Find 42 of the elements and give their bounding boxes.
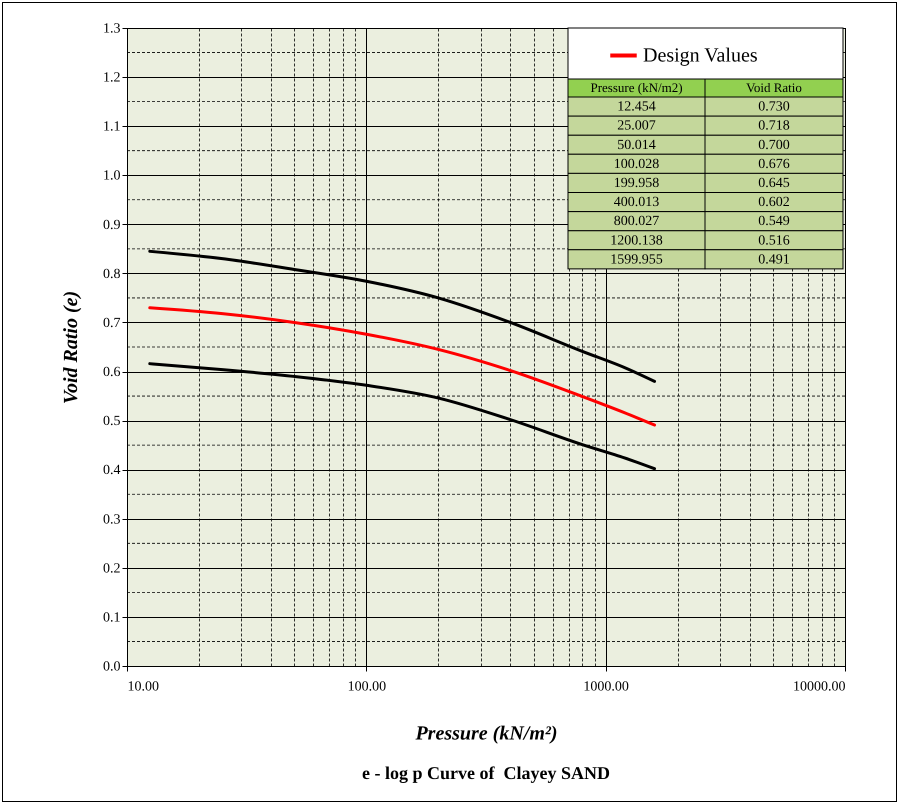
annotation: 50.014	[617, 138, 656, 153]
annotation: 0.491	[758, 252, 790, 268]
annotation: 25.007	[617, 118, 656, 134]
annotation: 0.645	[758, 176, 790, 191]
annotation: 400.013	[614, 195, 660, 210]
y-tick-label: 0.2	[103, 561, 120, 576]
annotation: 0.676	[758, 156, 790, 172]
annotation: 12.454	[617, 100, 656, 115]
annotation: 0.718	[758, 118, 790, 134]
y-tick-label: 0.3	[103, 512, 120, 528]
y-tick-label: 1.2	[103, 70, 120, 86]
annotation: Pressure (kN/m2)	[590, 80, 683, 95]
y-tick-label: 0.0	[103, 660, 120, 674]
y-tick-label: 0.8	[103, 266, 120, 282]
y-axis-title: Void Ratio (e)	[60, 290, 82, 404]
y-tick-label: 1.3	[103, 22, 120, 36]
y-tick-label: 0.1	[103, 610, 120, 626]
x-tick-label: 10.00	[128, 680, 159, 694]
annotation: 0.730	[758, 100, 790, 115]
annotation: 0.602	[758, 195, 790, 210]
annotation: 199.958	[614, 176, 660, 191]
annotation: 800.027	[614, 214, 660, 230]
x-tick-label: 100.00	[348, 680, 386, 694]
y-tick-label: 0.4	[103, 463, 120, 478]
annotation: 1599.955	[610, 252, 663, 268]
annotation: 0.516	[758, 233, 790, 248]
y-tick-label: 0.9	[103, 218, 120, 233]
annotation: 100.028	[614, 156, 660, 172]
y-tick-label: 1.0	[103, 168, 120, 184]
annotation: 1200.138	[610, 233, 663, 248]
y-tick-label: 0.7	[103, 316, 120, 331]
x-tick-label: 1000.00	[583, 680, 629, 694]
annotation: Void Ratio	[746, 80, 802, 95]
x-tick-label: 10000.00	[793, 680, 846, 694]
text: e - log p Curve of Clayey SAND	[361, 763, 611, 784]
annotation: 0.549	[758, 214, 790, 230]
y-tick-label: 0.5	[103, 414, 120, 430]
legend-label: Design Values	[643, 44, 758, 66]
annotation: 0.700	[758, 138, 790, 153]
y-tick-label: 0.6	[103, 365, 120, 380]
y-tick-label: 1.1	[103, 120, 120, 135]
x-axis-title: Pressure (kN/m²)	[414, 722, 558, 744]
